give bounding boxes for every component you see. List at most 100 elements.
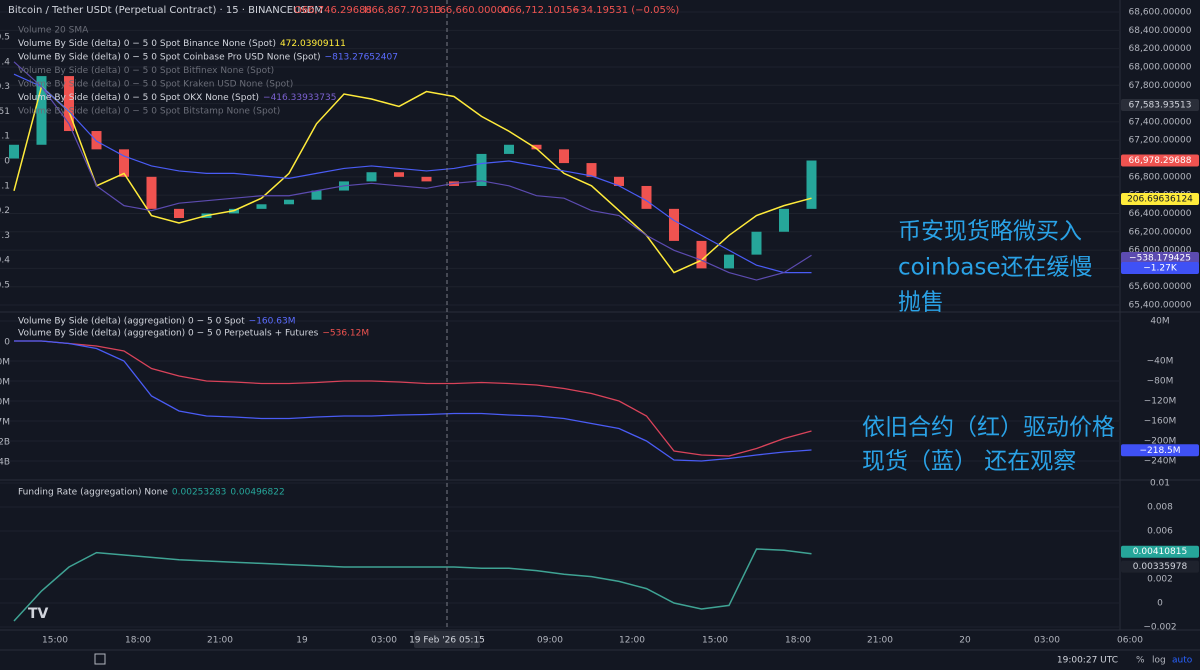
time-axis-label: 21:00 xyxy=(207,636,233,646)
legend-value: 0.00496822 xyxy=(230,488,284,498)
clock: 19:00:27 UTC xyxy=(1057,656,1118,666)
time-axis-label: 20 xyxy=(959,636,971,646)
candle xyxy=(366,172,377,182)
axis-tag-label: −218.5M xyxy=(1139,446,1180,456)
legend-value: 0.00253283 xyxy=(172,488,226,498)
logo: TV xyxy=(28,606,49,622)
left-axis-label: 0M xyxy=(0,358,10,368)
price-axis-label: 65,400.00000 xyxy=(1129,301,1192,311)
annotation: 币安现货略微买入 xyxy=(898,219,1082,245)
candle xyxy=(614,176,624,186)
candle xyxy=(531,144,542,150)
time-axis-label: 03:00 xyxy=(1034,636,1060,646)
legend-value: −813.27652407 xyxy=(325,53,398,63)
candle xyxy=(669,208,679,241)
annotation: 抛售 xyxy=(898,290,944,316)
left-axis-label: .1 xyxy=(1,132,10,142)
legend-label[interactable]: Volume By Side (delta) 0 − 5 0 Spot Krak… xyxy=(18,80,293,90)
legend-label[interactable]: Volume By Side (delta) 0 − 5 0 Spot Bitf… xyxy=(18,66,274,76)
legend-label[interactable]: Volume By Side (delta) 0 − 5 0 Spot Coin… xyxy=(18,53,321,63)
price-axis-label: 65,600.00000 xyxy=(1129,282,1192,292)
axis-tag-label: 66,978.29688 xyxy=(1129,156,1192,166)
legend-value: −160.63M xyxy=(249,317,296,327)
left-axis-label: 0.5 xyxy=(0,281,10,291)
time-axis-label: 06:00 xyxy=(1117,636,1143,646)
axis-tag xyxy=(1121,444,1199,457)
price-axis-label: 0.01 xyxy=(1150,479,1170,489)
legend-label[interactable]: Volume 20 SMA xyxy=(18,26,89,36)
legend-label[interactable]: Funding Rate (aggregation) None xyxy=(18,488,168,498)
left-axis-label: 0M xyxy=(0,398,10,408)
candle xyxy=(64,76,74,132)
price-axis-label: 68,200.00000 xyxy=(1129,44,1192,54)
price-axis-label: −80M xyxy=(1147,377,1174,387)
left-axis-label: 2B xyxy=(0,438,10,448)
ohlc-high: H66,867.70313 xyxy=(364,5,442,16)
annotation: coinbase还在缓慢 xyxy=(898,255,1093,281)
legend-label[interactable]: Volume By Side (delta) (aggregation) 0 −… xyxy=(18,317,245,327)
legend-label[interactable]: Volume By Side (delta) (aggregation) 0 −… xyxy=(18,329,319,339)
candle xyxy=(91,131,102,150)
time-axis-label: 19 xyxy=(296,636,308,646)
date-range-icon[interactable] xyxy=(94,653,106,665)
price-axis-label: 67,200.00000 xyxy=(1129,136,1192,146)
price-axis-label: 40M xyxy=(1150,317,1169,327)
time-axis-label: 03:00 xyxy=(371,636,397,646)
annotation: 现货（蓝） 还在观察 xyxy=(862,449,1076,475)
log-toggle[interactable]: log xyxy=(1152,656,1166,666)
left-axis-label: 0.4 xyxy=(0,256,10,266)
axis-tag-label: 206.69636124 xyxy=(1127,195,1193,205)
price-axis-label: 66,200.00000 xyxy=(1129,227,1192,237)
legend-value: −536.12M xyxy=(322,329,369,339)
left-axis-label: 0M xyxy=(0,378,10,388)
auto-toggle[interactable]: auto xyxy=(1172,656,1193,666)
candle xyxy=(641,185,652,209)
crosshair-label: 19 Feb '26 05:15 xyxy=(409,636,485,646)
candle xyxy=(806,160,817,209)
percent-toggle[interactable]: % xyxy=(1136,656,1145,666)
legend-value: 472.03909111 xyxy=(280,39,346,49)
candle xyxy=(421,176,432,182)
legend-label[interactable]: Volume By Side (delta) 0 − 5 0 Spot Bina… xyxy=(18,39,276,49)
left-axis-label: 0.5 xyxy=(0,33,10,43)
axis-tag-label: −1.27K xyxy=(1143,264,1178,274)
legend-value: −416.33933735 xyxy=(263,93,336,103)
axis-tag xyxy=(1121,560,1199,573)
price-axis-label: −160M xyxy=(1144,417,1176,427)
bottom-toolbar xyxy=(0,650,1200,670)
candle xyxy=(174,208,184,219)
price-axis-label: 66,400.00000 xyxy=(1129,209,1192,219)
price-axis-label: −200M xyxy=(1144,437,1176,447)
legend-label[interactable]: Volume By Side (delta) 0 − 5 0 Spot Bits… xyxy=(18,107,280,117)
time-axis-label: 21:00 xyxy=(867,636,893,646)
left-axis-label: 0 xyxy=(4,338,10,348)
axis-tag xyxy=(1121,154,1199,167)
price-axis-label: 67,400.00000 xyxy=(1129,117,1192,127)
legend-label[interactable]: Volume By Side (delta) 0 − 5 0 Spot OKX … xyxy=(18,93,259,103)
left-axis-label: 4B xyxy=(0,458,10,468)
axis-tag xyxy=(1121,99,1199,112)
series-line xyxy=(13,61,812,281)
candle xyxy=(311,190,322,200)
time-axis-label: 12:00 xyxy=(619,636,645,646)
price-axis-label: 66,000.00000 xyxy=(1129,246,1192,256)
candle xyxy=(751,231,762,255)
left-axis-label: 0 xyxy=(4,157,10,167)
axis-tag-label: 67,583.93513 xyxy=(1129,101,1192,111)
left-axis-label: .3 xyxy=(1,231,10,241)
axis-tag xyxy=(1121,262,1199,274)
candle xyxy=(476,153,487,186)
annotation: 依旧合约（红）驱动价格 xyxy=(862,415,1115,441)
candle xyxy=(779,208,789,232)
candle xyxy=(724,254,734,269)
series-line xyxy=(13,85,812,274)
axis-tag xyxy=(1121,193,1199,205)
time-axis-label: 18:00 xyxy=(785,636,811,646)
candle xyxy=(146,176,157,209)
candle xyxy=(36,76,47,145)
series-line xyxy=(13,73,812,274)
price-axis-label: −240M xyxy=(1144,457,1176,467)
price-axis-label: 0 xyxy=(1157,599,1163,609)
time-axis-label: 15:00 xyxy=(42,636,68,646)
time-axis-label: 09:00 xyxy=(537,636,563,646)
